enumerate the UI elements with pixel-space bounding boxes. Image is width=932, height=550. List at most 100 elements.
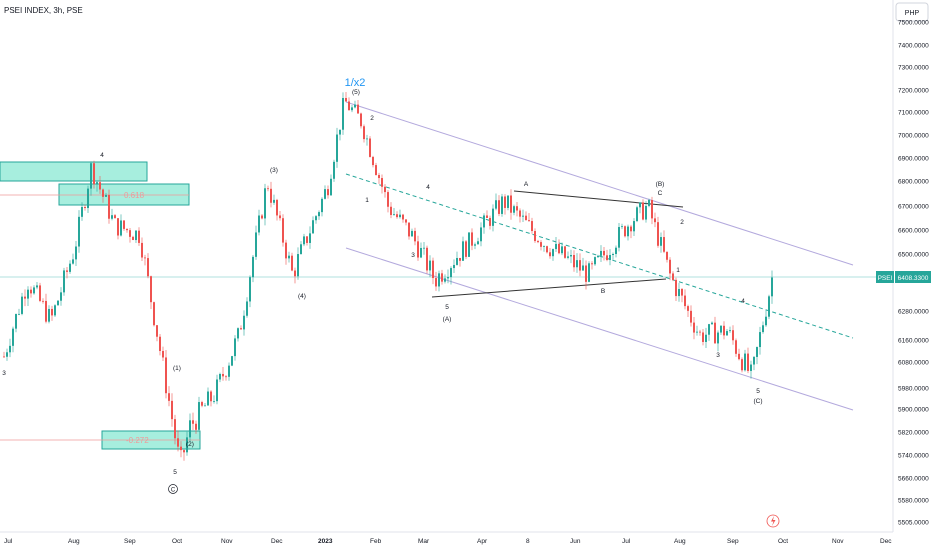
currency-button[interactable] <box>895 2 929 22</box>
candle-body <box>90 163 92 189</box>
candle-body <box>318 212 320 217</box>
candle-body <box>444 278 446 282</box>
candle-body <box>207 391 209 406</box>
candle-body <box>621 226 623 228</box>
candle-body <box>378 174 380 179</box>
candle-body <box>759 332 761 348</box>
candle-body <box>357 104 359 114</box>
candle-body <box>399 214 401 218</box>
candle-body <box>600 250 602 256</box>
candle-body <box>534 231 536 242</box>
candle-body <box>501 196 503 214</box>
y-tick-label: 6080.0000 <box>898 360 929 367</box>
candle-body <box>12 328 14 346</box>
candle-body <box>426 247 428 271</box>
candle-body <box>684 295 686 307</box>
candle-body <box>312 220 314 234</box>
wave-label-2-paren: (2) <box>186 441 194 448</box>
candle-body <box>702 332 704 342</box>
candle-body <box>45 300 47 322</box>
candle-body <box>639 202 641 208</box>
candle-body <box>693 322 695 333</box>
triangle-upper-line[interactable] <box>513 190 684 208</box>
y-tick-label: 7300.0000 <box>898 65 929 72</box>
candle-body <box>213 401 215 402</box>
candle-body <box>648 200 650 206</box>
candle-body <box>708 324 710 335</box>
y-tick-label: 7100.0000 <box>898 110 929 117</box>
candle-body <box>315 216 317 221</box>
currency-label: PHP <box>905 10 920 17</box>
candle-body <box>354 104 356 108</box>
candle-body <box>198 402 200 430</box>
candle-body <box>468 232 470 257</box>
candle-body <box>336 134 338 162</box>
price-axis[interactable]: 7500.0000 7400.0000 7300.0000 7200.0000 7100… <box>898 20 929 527</box>
candle-body <box>558 243 560 254</box>
candle-body <box>696 331 698 333</box>
y-tick-label: 6700.0000 <box>898 204 929 211</box>
y-tick-label: 7400.0000 <box>898 43 929 50</box>
wave-label-C-circle: C <box>171 488 176 494</box>
candle-body <box>651 200 653 219</box>
zone-top-left[interactable] <box>0 161 148 182</box>
candle-body <box>177 438 179 447</box>
wave-label-5-paren: (5) <box>352 89 360 96</box>
candle-body <box>42 300 44 302</box>
zone-fib-618[interactable] <box>58 183 190 206</box>
candle-body <box>531 221 533 232</box>
x-tick-label: Jun <box>570 538 581 545</box>
wave-label-1: 1 <box>365 197 369 204</box>
candle-body <box>123 220 125 229</box>
candle-body <box>30 289 32 294</box>
candle-body <box>300 244 302 255</box>
candle-body <box>216 379 218 402</box>
candle-body <box>183 450 185 453</box>
y-tick-label: 6900.0000 <box>898 156 929 163</box>
candle-body <box>711 322 713 325</box>
channel-upper-line[interactable] <box>345 101 854 266</box>
candle-body <box>507 195 509 208</box>
wave-label-1-paren: (1) <box>173 365 181 372</box>
wave-label-4b: 4 <box>741 298 745 305</box>
chart-title: PSEI INDEX, 3h, PSE <box>4 6 83 15</box>
candle-body <box>246 301 248 316</box>
candle-body <box>519 210 521 217</box>
candle-body <box>669 259 671 274</box>
candle-body <box>714 322 716 344</box>
candle-body <box>69 263 71 272</box>
candle-body <box>555 243 557 250</box>
candle-body <box>306 236 308 243</box>
wave-label-A-paren: (A) <box>443 316 452 323</box>
candle-body <box>342 98 344 130</box>
candle-body <box>438 273 440 287</box>
candle-body <box>6 352 8 357</box>
candle-body <box>258 215 260 233</box>
candle-body <box>744 353 746 371</box>
triangle-lower-line[interactable] <box>431 278 667 298</box>
wave-label-C-paren: (C) <box>753 398 762 405</box>
channel-lower-line[interactable] <box>345 247 854 411</box>
candle-body <box>579 260 581 271</box>
candle-body <box>717 332 719 344</box>
symbol-tag <box>876 271 894 283</box>
candle-body <box>363 126 365 140</box>
time-axis[interactable]: Jul Aug Sep Oct Nov Dec 2023 Feb Mar Apr 8 Jun Jul Au… <box>4 538 892 545</box>
candle-body <box>564 246 566 258</box>
wave-label-4: 4 <box>426 184 430 191</box>
candle-body <box>435 278 437 287</box>
candle-body <box>117 218 119 236</box>
candle-body <box>84 207 86 209</box>
candle-body <box>126 228 128 231</box>
candle-body <box>303 236 305 245</box>
candle-body <box>270 188 272 203</box>
candle-body <box>288 255 290 259</box>
lightning-icon[interactable] <box>766 514 780 528</box>
candle-body <box>252 256 254 278</box>
candle-body <box>96 182 98 185</box>
candle-body <box>573 255 575 268</box>
candle-body <box>48 308 50 322</box>
candle-body <box>432 260 434 279</box>
y-tick-label: 5580.0000 <box>898 498 929 505</box>
